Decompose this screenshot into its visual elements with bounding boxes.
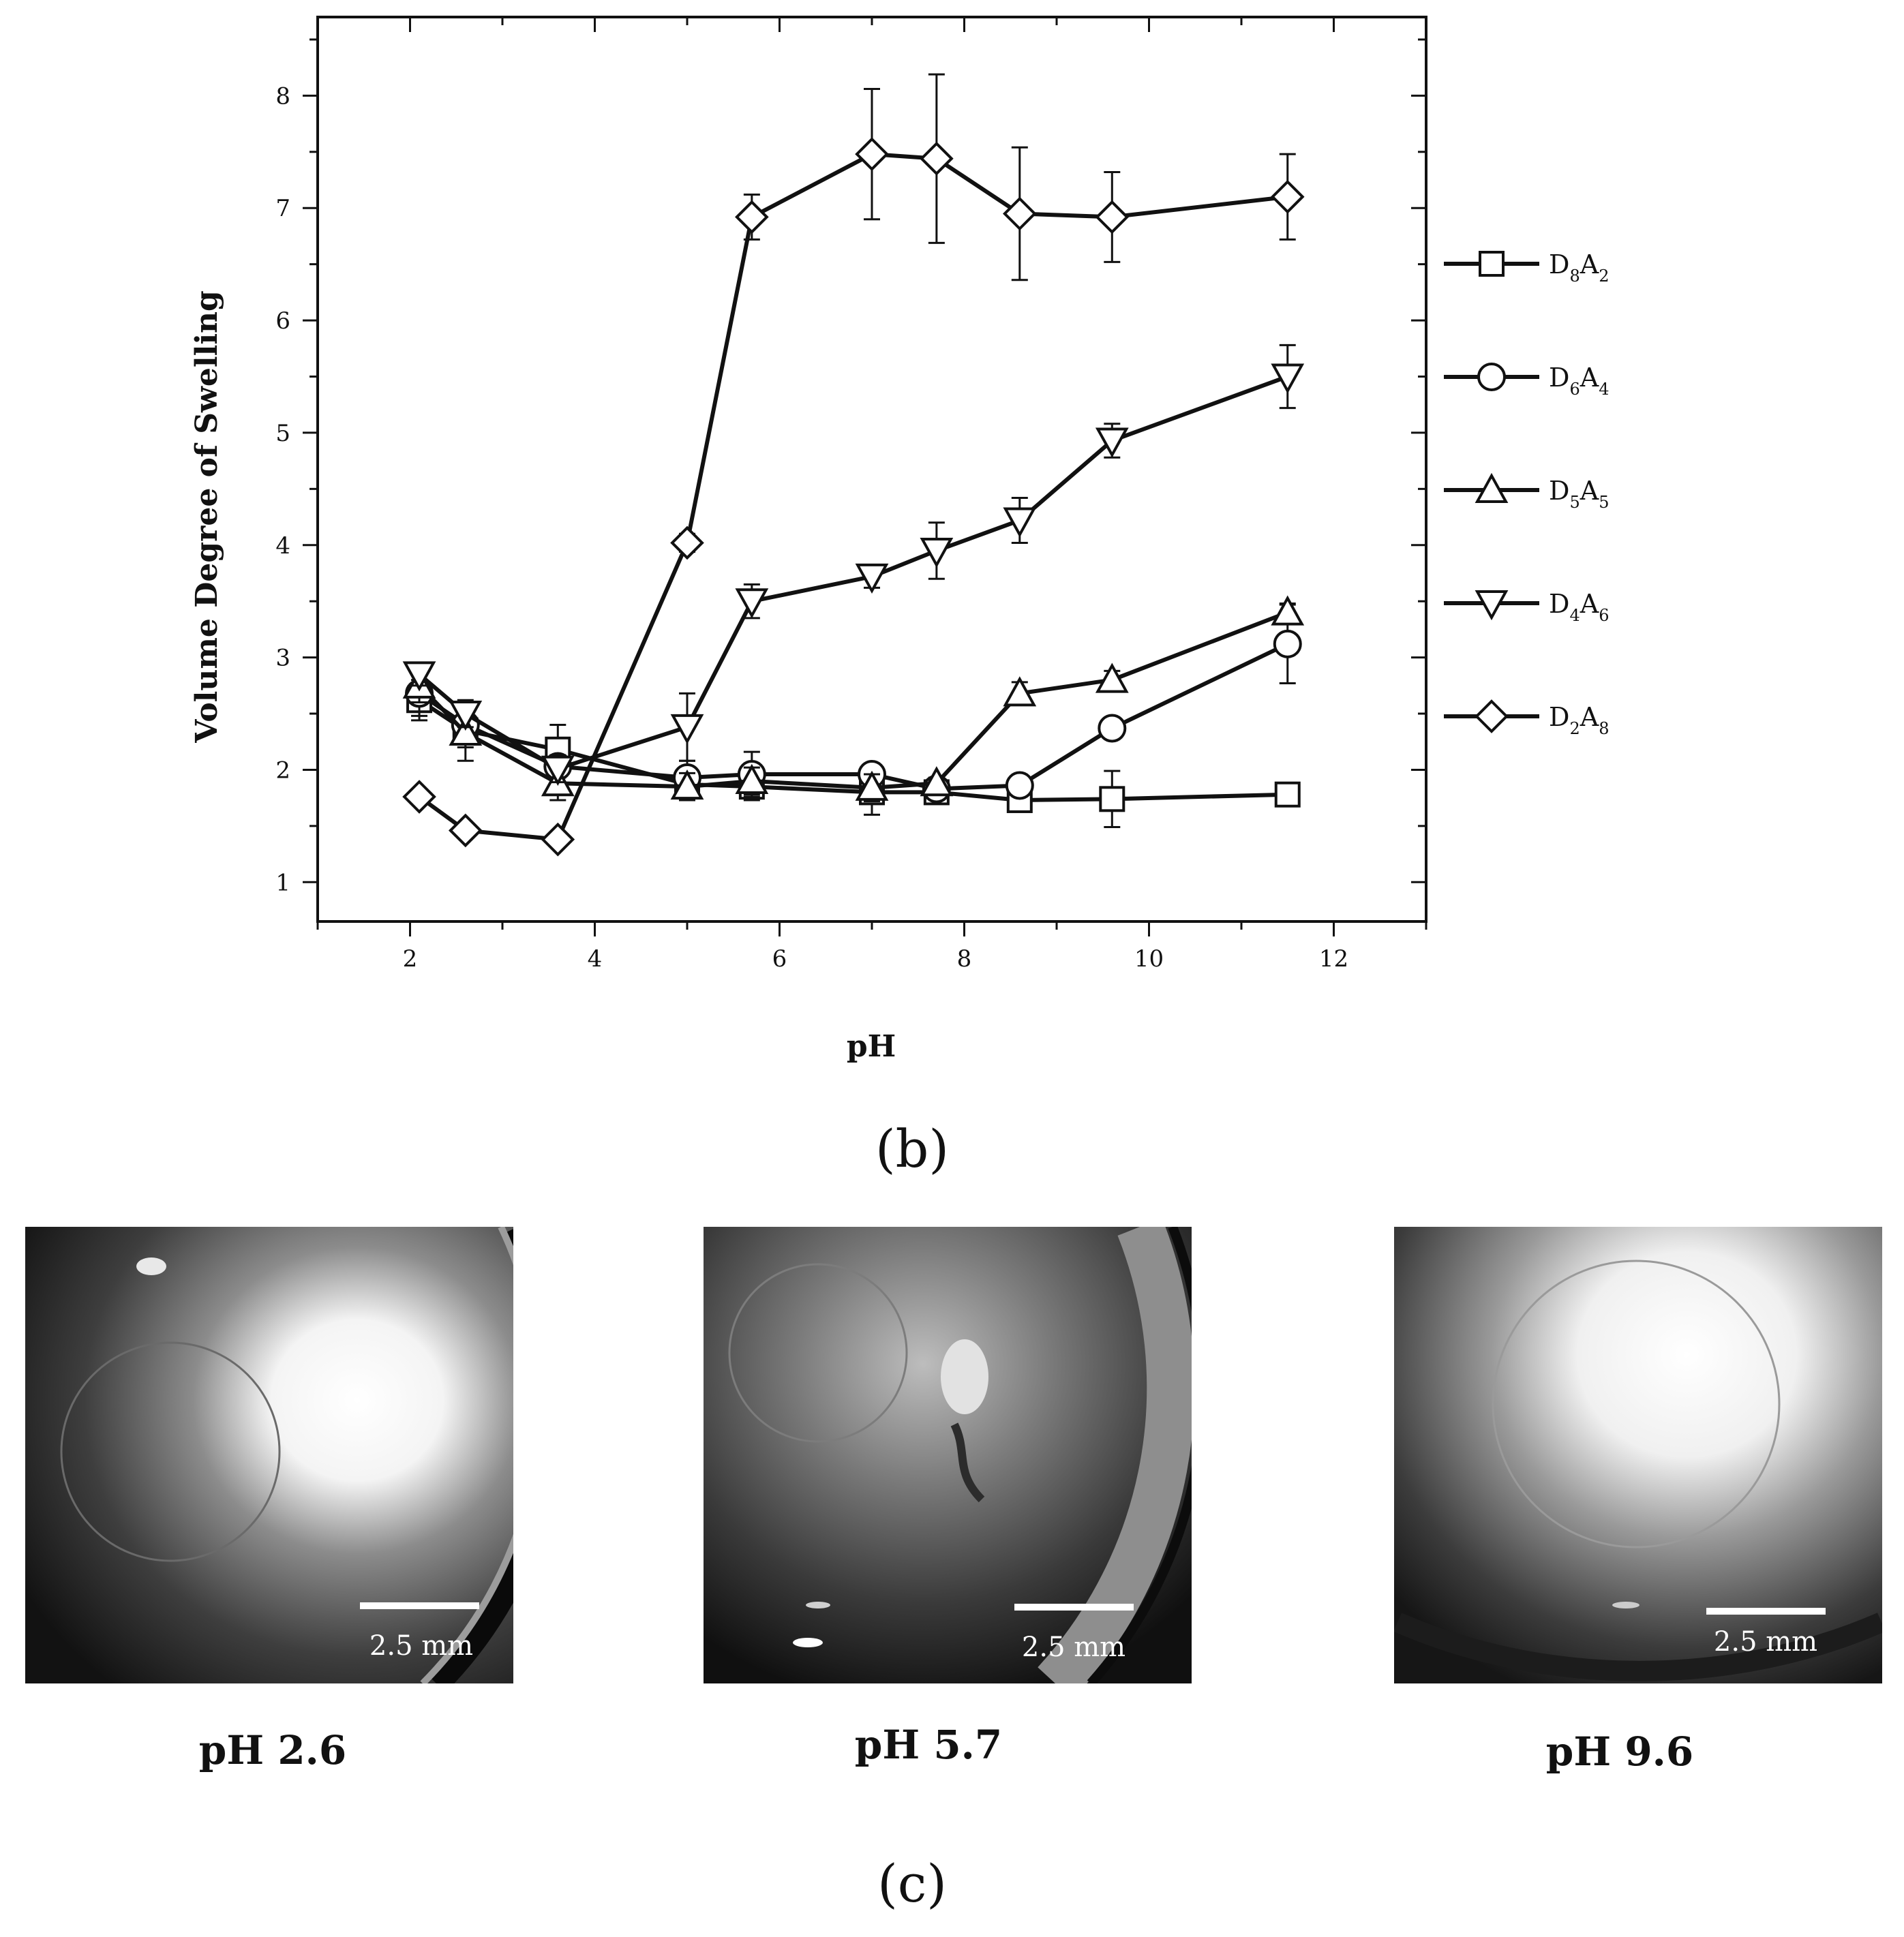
data-point-D2A8 [735, 200, 769, 234]
data-point-D4A6 [402, 661, 436, 692]
x-tick-label: 6 [772, 945, 787, 973]
scale-bar-3: 2.5 mm [1706, 1608, 1826, 1658]
data-point-D4A6 [541, 755, 575, 786]
x-tick-label: 2 [403, 945, 418, 973]
data-point-D5A5 [449, 715, 483, 746]
series-line-D4A6 [418, 374, 1288, 771]
series-line-D2A8 [418, 152, 1288, 842]
series-line-D5A5 [417, 610, 1288, 790]
data-point-D2A8 [1270, 179, 1305, 214]
x-axis-title: pH [847, 1029, 896, 1064]
data-point-D2A8 [402, 780, 436, 814]
panel-c-label: (c) [877, 1853, 947, 1914]
legend-marker-D4A6 [1475, 590, 1509, 621]
legend-label-D4A6: D4A6 [1549, 589, 1609, 625]
legend: D8A2 D6A4 D5A5 D4A6 D2A8 [1444, 249, 1609, 738]
x-tick-label: 4 [588, 945, 603, 973]
scale-label-2: 2.5 mm [1022, 1632, 1125, 1663]
photo-caption-1: pH 2.6 [199, 1727, 346, 1773]
data-point-D2A8 [670, 525, 704, 560]
legend-label-D8A2: D8A2 [1549, 249, 1609, 286]
x-tick-label: 8 [957, 945, 972, 973]
y-tick-label: 3 [275, 645, 290, 672]
scale-bar-2: 2.5 mm [1014, 1604, 1134, 1663]
data-point-D8A2 [1274, 781, 1301, 808]
photo-ph-5-7 [704, 1227, 1192, 1683]
y-axis-title: Volume Degree of Swelling [190, 290, 224, 744]
x-tick-label: 12 [1319, 945, 1348, 973]
data-point-D2A8 [541, 822, 575, 857]
data-point-D6A4 [1273, 629, 1302, 658]
data-point-D4A6 [1271, 363, 1305, 394]
photo-caption-2: pH 5.7 [855, 1722, 1002, 1768]
photo-ph-2-6 [25, 1227, 513, 1683]
data-point-D2A8 [448, 813, 483, 848]
y-tick-label: 7 [275, 195, 290, 222]
legend-marker-D2A8 [1475, 699, 1509, 733]
photo-ph-9-6 [1394, 1227, 1882, 1683]
data-point-D4A6 [855, 563, 889, 594]
data-point-D5A5 [1003, 676, 1037, 707]
data-point-D6A4 [1005, 771, 1034, 800]
data-point-D4A6 [449, 701, 483, 731]
panel-b-label: (b) [875, 1118, 949, 1179]
data-point-D2A8 [1002, 196, 1037, 231]
data-point-D5A5 [920, 766, 954, 797]
series-line-D6A4 [418, 642, 1289, 791]
legend-label-D6A4: D6A4 [1549, 363, 1609, 399]
y-tick-label: 8 [275, 82, 290, 110]
data-point-D4A6 [1095, 427, 1129, 458]
data-point-D5A5 [855, 770, 889, 801]
legend-marker-D6A4 [1477, 363, 1506, 391]
legend-marker-D8A2 [1479, 251, 1505, 277]
data-point-D8A2 [1099, 786, 1125, 812]
data-point-D4A6 [1003, 507, 1037, 538]
data-point-D4A6 [670, 714, 704, 744]
y-tick-label: 2 [275, 757, 290, 784]
y-tick-label: 6 [275, 307, 290, 335]
data-point-D5A5 [735, 763, 769, 794]
data-point-D2A8 [1095, 200, 1130, 234]
legend-label-D2A8: D2A8 [1549, 702, 1609, 738]
scale-label-3: 2.5 mm [1714, 1626, 1817, 1658]
scale-label-1: 2.5 mm [369, 1630, 473, 1662]
data-point-D6A4 [1098, 714, 1127, 743]
data-point-D2A8 [855, 137, 889, 171]
scale-bar-1: 2.5 mm [360, 1602, 479, 1662]
data-point-D5A5 [670, 769, 704, 800]
data-point-D5A5 [1095, 662, 1129, 693]
legend-marker-D5A5 [1475, 472, 1509, 503]
y-tick-label: 1 [275, 869, 290, 896]
data-point-D4A6 [920, 538, 954, 568]
y-tick-label: 5 [275, 420, 290, 447]
legend-label-D5A5: D5A5 [1549, 476, 1609, 512]
photo-caption-3: pH 9.6 [1546, 1728, 1693, 1775]
x-tick-label: 10 [1134, 945, 1164, 973]
data-point-D4A6 [735, 588, 769, 619]
y-tick-label: 4 [275, 532, 290, 560]
data-point-D5A5 [1271, 595, 1305, 626]
data-point-D2A8 [920, 141, 954, 176]
